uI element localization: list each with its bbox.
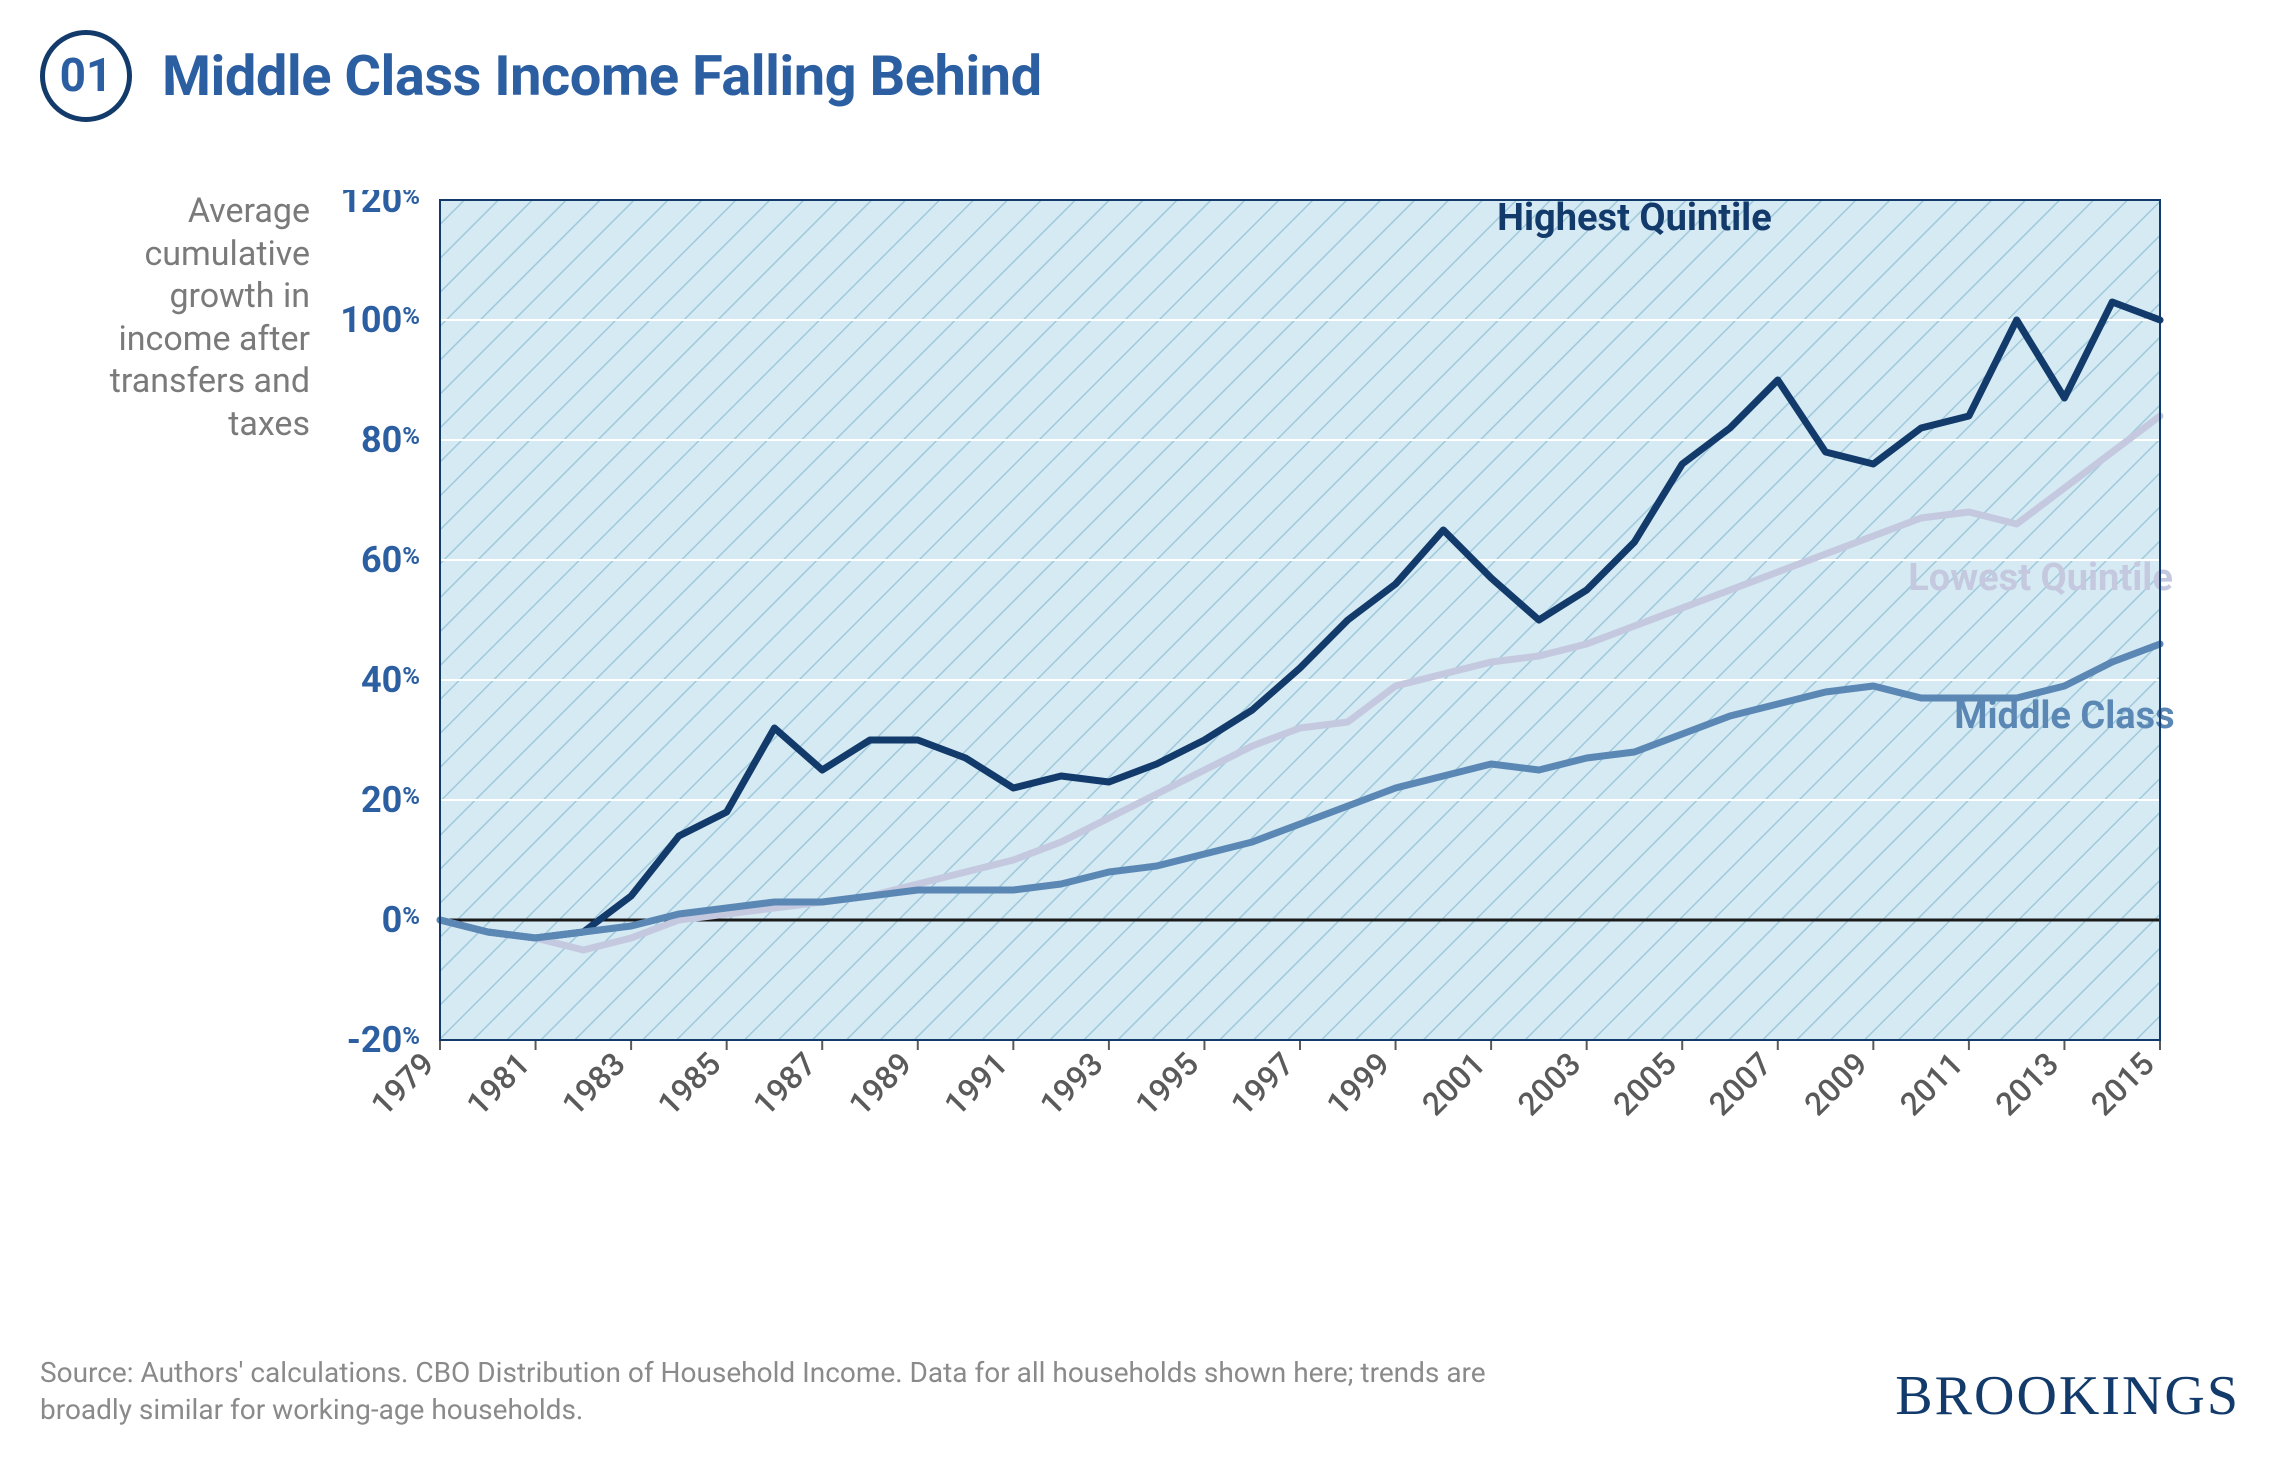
svg-text:80%: 80% xyxy=(361,419,420,461)
svg-text:2005: 2005 xyxy=(1606,1045,1684,1123)
badge-number: 01 xyxy=(60,49,113,103)
svg-text:1983: 1983 xyxy=(554,1045,632,1123)
svg-text:Highest Quintile: Highest Quintile xyxy=(1497,196,1772,240)
svg-text:1991: 1991 xyxy=(937,1045,1015,1123)
svg-text:2001: 2001 xyxy=(1414,1045,1492,1123)
line-chart: -20%0%20%40%60%80%100%120%19791981198319… xyxy=(100,190,2180,1210)
y-axis-title: Average cumulative growth in income afte… xyxy=(100,190,310,445)
svg-text:2007: 2007 xyxy=(1701,1045,1779,1123)
svg-text:20%: 20% xyxy=(361,779,420,821)
svg-text:40%: 40% xyxy=(361,659,420,701)
svg-text:2013: 2013 xyxy=(1988,1045,2066,1123)
source-text: Source: Authors' calculations. CBO Distr… xyxy=(40,1355,1540,1428)
svg-text:1993: 1993 xyxy=(1032,1045,1110,1123)
svg-text:2009: 2009 xyxy=(1797,1045,1875,1123)
svg-text:60%: 60% xyxy=(361,539,420,581)
svg-text:2011: 2011 xyxy=(1892,1045,1970,1123)
svg-text:1987: 1987 xyxy=(746,1045,824,1123)
chart-header: 01 Middle Class Income Falling Behind xyxy=(0,0,2280,142)
svg-text:120%: 120% xyxy=(340,190,420,221)
badge-circle: 01 xyxy=(40,30,132,122)
svg-text:Middle Class: Middle Class xyxy=(1954,694,2174,738)
svg-text:1995: 1995 xyxy=(1128,1045,1206,1123)
svg-text:1981: 1981 xyxy=(459,1045,537,1123)
chart-container: Average cumulative growth in income afte… xyxy=(100,190,2180,1210)
svg-text:2003: 2003 xyxy=(1510,1045,1588,1123)
brookings-logo: BROOKINGS xyxy=(1895,1364,2240,1428)
svg-text:0%: 0% xyxy=(382,899,420,941)
svg-text:1989: 1989 xyxy=(841,1045,919,1123)
svg-text:100%: 100% xyxy=(340,299,420,341)
svg-text:1999: 1999 xyxy=(1319,1045,1397,1123)
chart-title: Middle Class Income Falling Behind xyxy=(162,43,1042,109)
svg-text:1985: 1985 xyxy=(650,1045,728,1123)
svg-text:1997: 1997 xyxy=(1223,1045,1301,1123)
chart-footer: Source: Authors' calculations. CBO Distr… xyxy=(40,1355,2240,1428)
svg-text:2015: 2015 xyxy=(2083,1045,2161,1123)
svg-text:Lowest Quintile: Lowest Quintile xyxy=(1908,556,2173,600)
